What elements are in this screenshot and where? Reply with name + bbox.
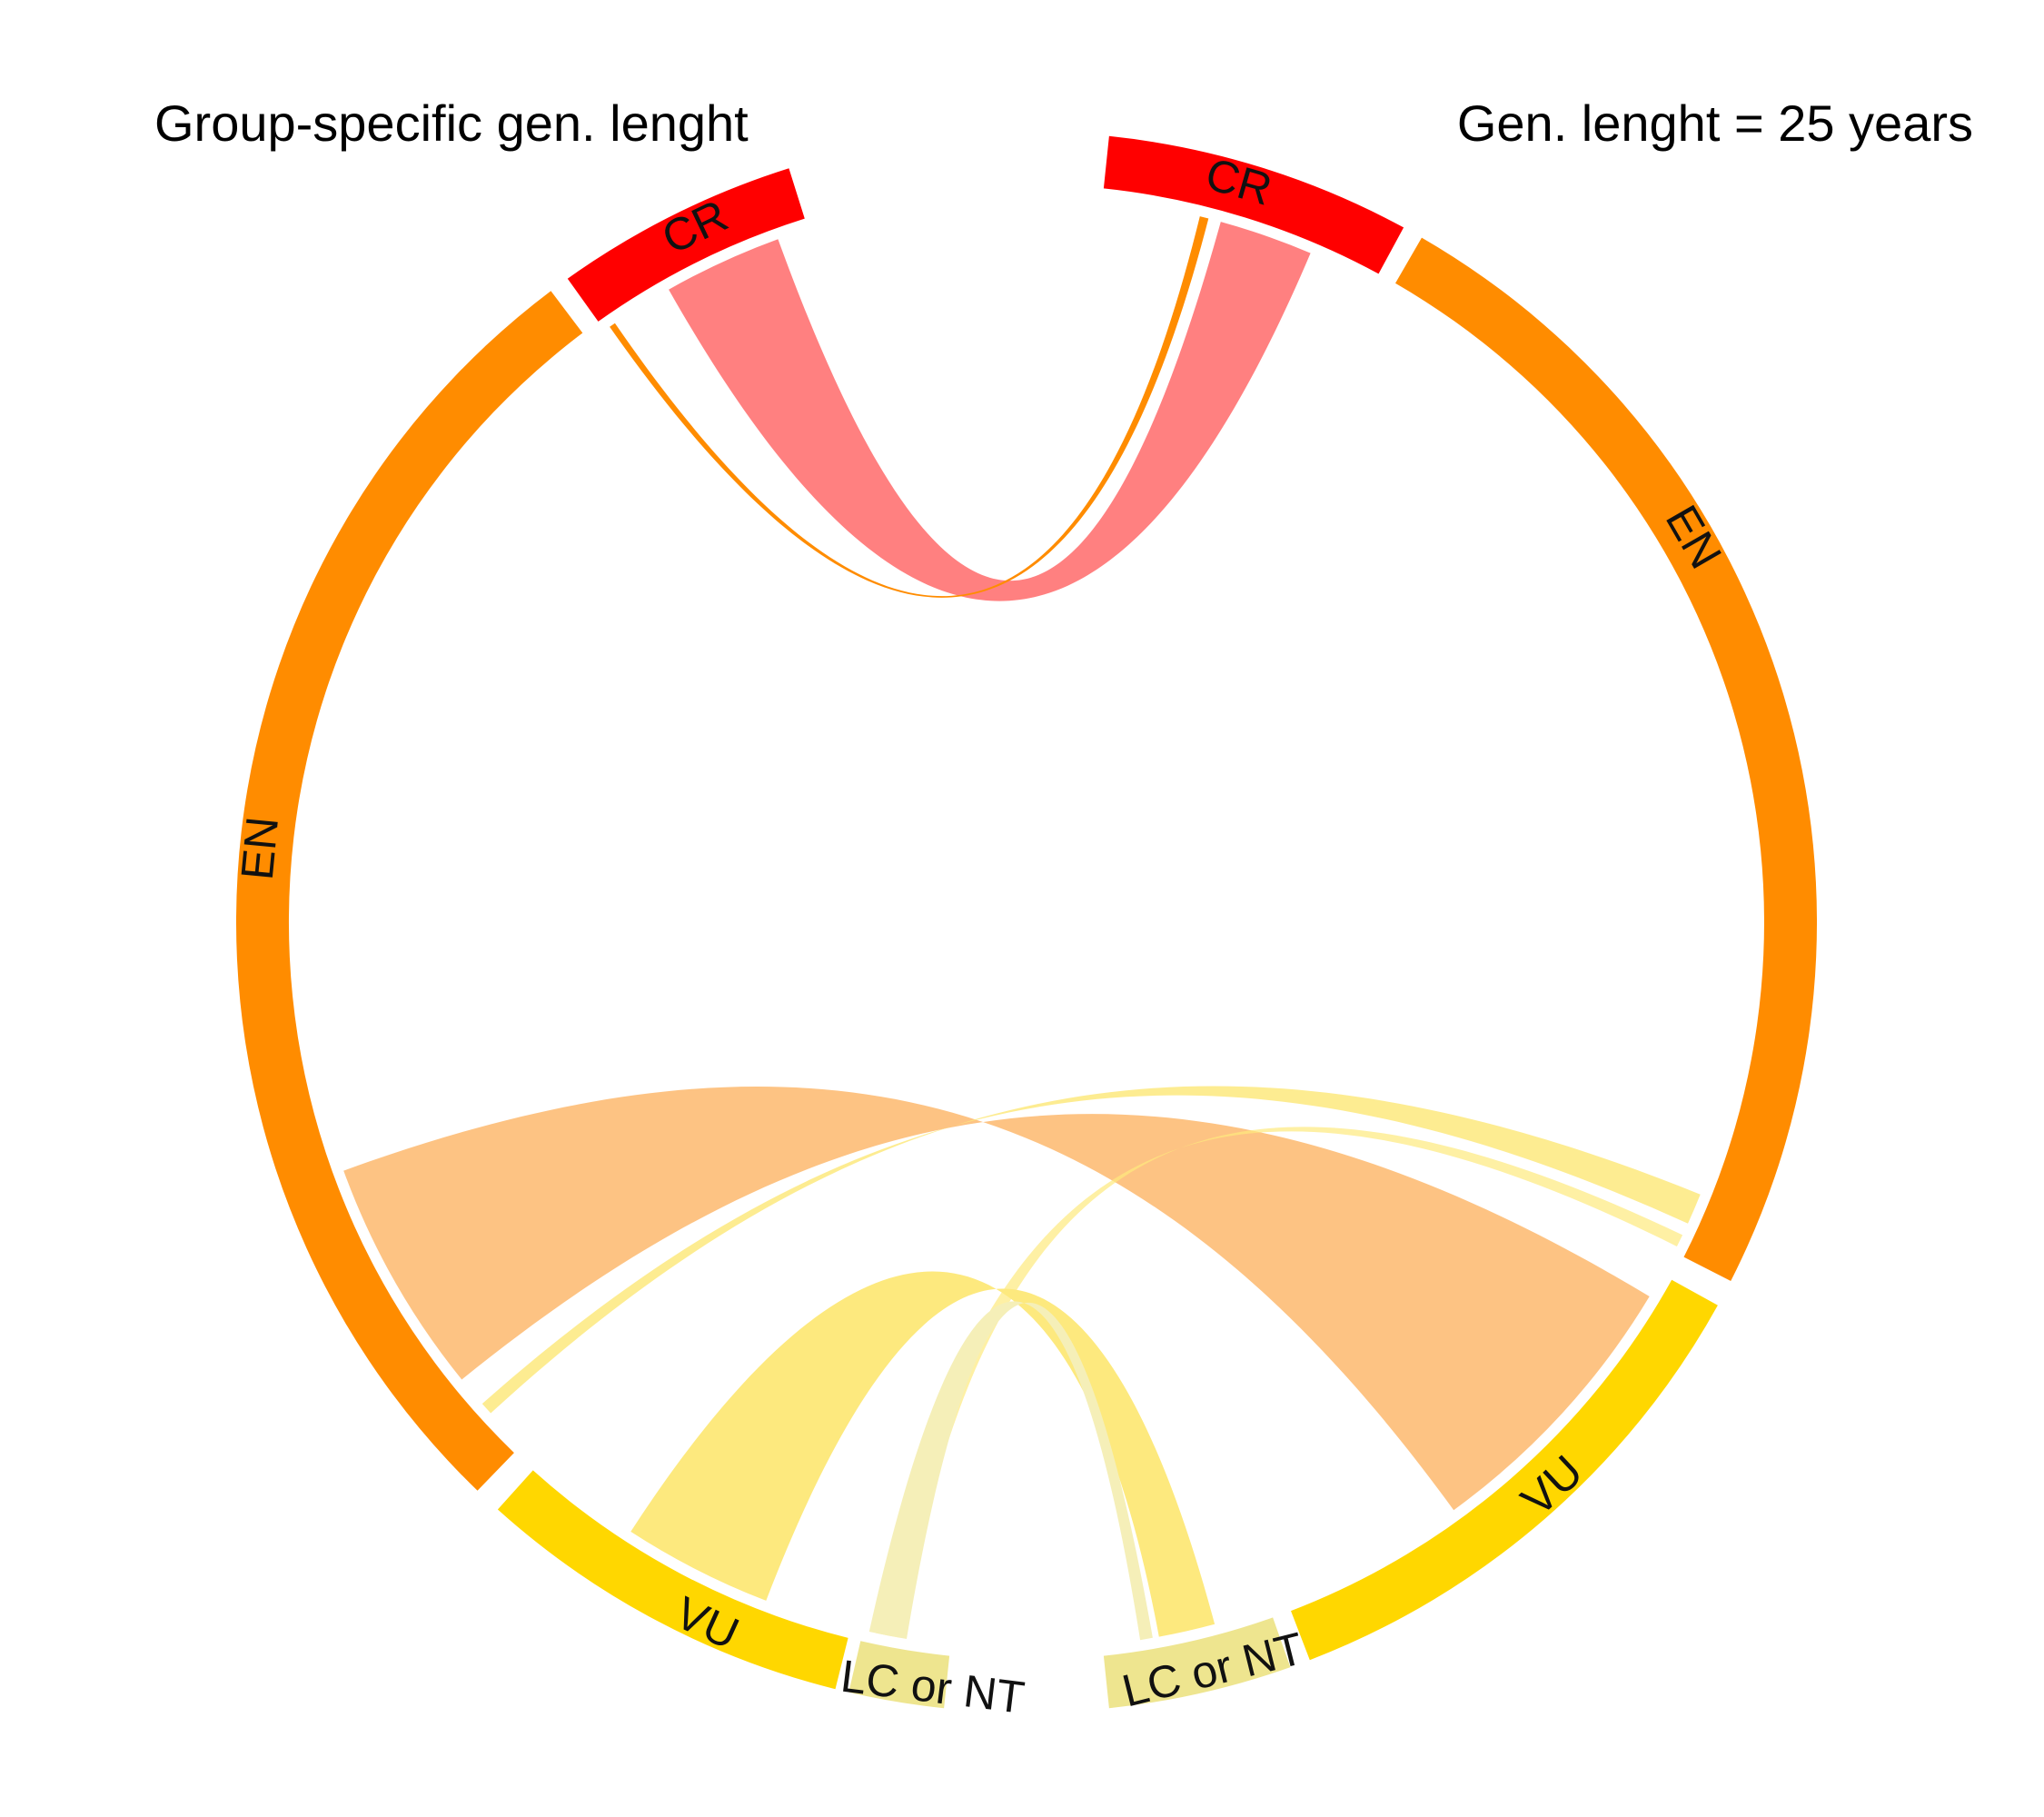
sector-right-vu xyxy=(1291,1279,1718,1661)
sector-right-cr xyxy=(1103,135,1404,274)
sector-left-cr xyxy=(567,168,805,322)
sector-label-left-en: EN xyxy=(232,814,288,882)
chord-sectors xyxy=(235,135,1818,1709)
sector-left-lc-or-nt xyxy=(848,1641,950,1709)
sector-right-en xyxy=(1395,237,1818,1282)
sector-label-left-lc-or-nt: LC or NT xyxy=(838,1651,1027,1723)
left-panel-title: Group-specific gen. lenght xyxy=(154,94,749,152)
link-l_lc-to-r_lc xyxy=(868,1301,1153,1641)
link-l_en-to-r_vu xyxy=(343,1087,1650,1511)
link-l_vu-to-r_lc xyxy=(630,1271,1215,1637)
sector-left-vu xyxy=(497,1470,848,1690)
link-l_cr-to-r_cr xyxy=(669,222,1311,601)
chord-links xyxy=(343,216,1701,1641)
sector-right-lc-or-nt xyxy=(1103,1617,1291,1709)
sector-left-en xyxy=(235,291,583,1491)
right-panel-title: Gen. lenght = 25 years xyxy=(1457,94,1973,152)
link-l_en-to-r_cr xyxy=(610,216,1209,598)
